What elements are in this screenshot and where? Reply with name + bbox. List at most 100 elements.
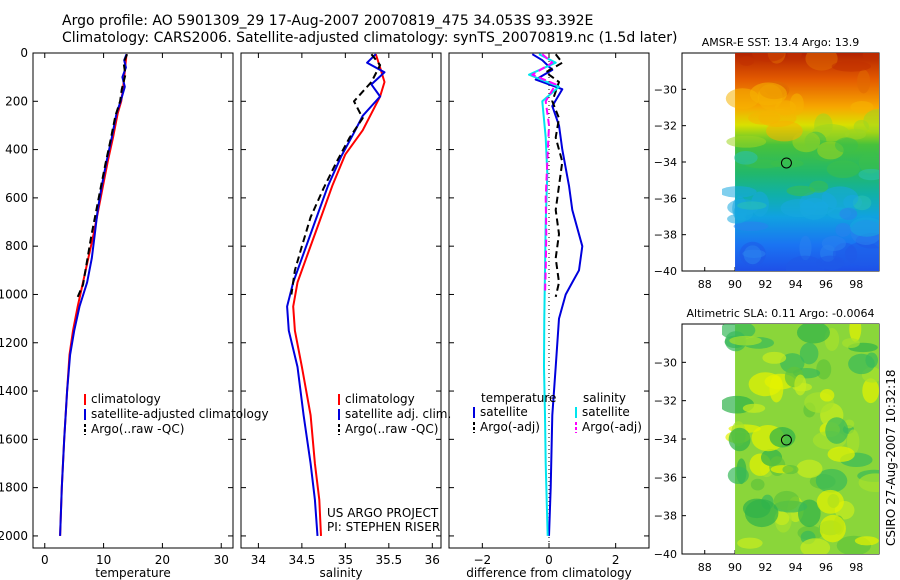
sla-blob xyxy=(862,378,879,404)
undefined-xtick-label: 96 xyxy=(819,561,833,574)
temperature-series-climatology xyxy=(59,54,128,536)
difference-series-salinity-argo-adj- xyxy=(531,53,557,295)
undefined-ytick-label: −38 xyxy=(654,510,677,523)
sst-blob xyxy=(821,186,859,210)
sla-blob xyxy=(728,427,751,452)
salinity-xtick-label: 34.5 xyxy=(289,553,316,567)
sst-blob xyxy=(785,255,825,271)
depth-tick-label: 1800 xyxy=(0,481,28,495)
sla-blob xyxy=(737,537,763,549)
sla-blob xyxy=(816,359,832,380)
sst-blob xyxy=(835,223,851,237)
sla-blob xyxy=(854,536,879,546)
sla-blob xyxy=(825,417,849,444)
pi-credit: PI: STEPHEN RISER xyxy=(327,520,440,534)
sst-blob xyxy=(849,217,879,237)
undefined-xtick-label: 92 xyxy=(758,561,772,574)
undefined-xtick-label: 90 xyxy=(728,561,742,574)
undefined-ytick-label: −34 xyxy=(654,156,677,169)
sst-blob xyxy=(805,53,838,71)
undefined-ytick-label: −32 xyxy=(654,395,677,408)
sla-blob xyxy=(794,374,807,396)
sla-blob xyxy=(819,388,835,402)
sla-blob xyxy=(742,498,771,519)
undefined-xtick-label: 90 xyxy=(728,278,742,291)
temperature-xlabel: temperature xyxy=(95,566,170,580)
sst-blob xyxy=(857,69,871,94)
sst-blob xyxy=(786,185,816,197)
undefined-ytick-label: −40 xyxy=(654,265,677,278)
depth-tick-label: 1600 xyxy=(0,432,28,446)
sst-blob xyxy=(748,111,781,125)
depth-tick-label: 1000 xyxy=(0,287,28,301)
salinity-series-satellite-adj-clim- xyxy=(286,53,386,536)
salinity-xtick-label: 34 xyxy=(251,553,266,567)
temperature-xtick-label: 10 xyxy=(96,553,111,567)
depth-tick-label: 1200 xyxy=(0,336,28,350)
sst-blob xyxy=(789,93,804,116)
undefined-xtick-label: 92 xyxy=(758,278,772,291)
sla-blob xyxy=(846,429,860,455)
undefined-ytick-label: −32 xyxy=(654,120,677,133)
difference-legend-temperature-title: temperature xyxy=(481,391,556,405)
sst-blob xyxy=(733,221,769,231)
sla-blob xyxy=(799,342,819,365)
undefined-ytick-label: −36 xyxy=(654,471,677,484)
sst-blob xyxy=(814,113,833,138)
temperature-xtick-label: 30 xyxy=(214,553,229,567)
sla-blob xyxy=(849,324,862,342)
salinity-xtick-label: 36 xyxy=(425,553,440,567)
sla-blob xyxy=(796,324,830,344)
salinity-series-argo-raw-qc- xyxy=(290,53,382,295)
sst-blob xyxy=(834,137,859,153)
salinity-panel-frame xyxy=(240,52,442,549)
temperature-xtick-label: 20 xyxy=(155,553,170,567)
temperature-panel-frame xyxy=(32,52,234,549)
depth-tick-label: 800 xyxy=(5,239,28,253)
sla-blob xyxy=(819,514,846,543)
sst-blob xyxy=(751,53,785,62)
sst-blob xyxy=(850,100,874,114)
sla-blob xyxy=(815,468,848,493)
undefined-xtick-label: 98 xyxy=(849,561,863,574)
sla-blob xyxy=(827,446,855,462)
salinity-xtick-label: 35.5 xyxy=(375,553,402,567)
undefined-xtick-label: 88 xyxy=(698,561,712,574)
sst-blob xyxy=(749,82,787,106)
sla-blob xyxy=(842,338,860,349)
undefined-xtick-label: 88 xyxy=(698,278,712,291)
difference-series-salinity-satellite xyxy=(528,53,560,536)
difference-legend-temp-argo-label: Argo(-adj) xyxy=(480,420,540,434)
undefined-argo-marker xyxy=(780,434,792,446)
undefined-title: Altimetric SLA: 0.11 Argo: -0.0064 xyxy=(687,307,875,320)
temperature-series-satellite-adjusted-climatology xyxy=(59,53,128,536)
sst-blob xyxy=(722,186,757,198)
depth-tick-label: 200 xyxy=(5,94,28,108)
sla-blob xyxy=(729,335,762,346)
sst-blob xyxy=(858,168,879,181)
depth-tick-label: 600 xyxy=(5,191,28,205)
undefined-ytick-label: −36 xyxy=(654,192,677,205)
undefined-ytick-label: −30 xyxy=(654,83,677,96)
sst-blob xyxy=(799,235,812,261)
temperature-xtick-label: 0 xyxy=(41,553,49,567)
sla-blob xyxy=(727,466,749,484)
sst-blob xyxy=(739,56,755,66)
project-credit: US ARGO PROJECT xyxy=(327,506,439,520)
temperature-series-argo-raw-qc- xyxy=(76,53,129,298)
sst-blob xyxy=(821,235,846,252)
chart-title-line1: Argo profile: AO 5901309_29 17-Aug-2007 … xyxy=(62,13,594,29)
salinity-xlabel: salinity xyxy=(319,566,362,580)
difference-xtick-label: 0 xyxy=(545,553,553,567)
sst-blob xyxy=(862,53,879,61)
side-credit: CSIRO 27-Aug-2007 10:32:18 xyxy=(884,370,898,546)
sst-blob xyxy=(787,53,802,61)
sla-blob xyxy=(816,489,844,514)
difference-series-temperature-satellite xyxy=(531,53,584,536)
sst-blob xyxy=(726,135,767,148)
salinity-legend-item-2-label: Argo(..raw -QC) xyxy=(345,422,438,436)
salinity-legend-item-1-label: satellite adj. clim. xyxy=(345,407,451,421)
undefined-ytick-label: −40 xyxy=(654,548,677,561)
salinity-legend-item-0-label: climatology xyxy=(345,392,415,406)
sst-blob xyxy=(742,249,766,258)
